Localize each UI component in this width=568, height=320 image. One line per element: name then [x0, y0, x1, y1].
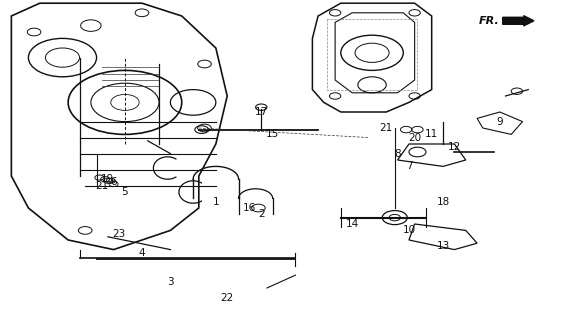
Text: 14: 14	[345, 219, 359, 229]
Text: 8: 8	[394, 148, 401, 159]
Text: 6: 6	[110, 177, 117, 188]
Text: 23: 23	[112, 228, 126, 239]
Text: 22: 22	[220, 292, 234, 303]
Text: 2: 2	[258, 209, 265, 220]
Text: 1: 1	[212, 196, 219, 207]
Text: 21: 21	[95, 180, 109, 191]
Text: 12: 12	[448, 142, 461, 152]
Text: 15: 15	[266, 129, 279, 140]
Text: 3: 3	[167, 276, 174, 287]
Text: 19: 19	[101, 174, 115, 184]
Text: FR.: FR.	[479, 16, 500, 26]
Text: 11: 11	[425, 129, 438, 140]
Text: 4: 4	[139, 248, 145, 258]
Text: 10: 10	[402, 225, 416, 236]
Text: 5: 5	[122, 187, 128, 197]
Text: 21: 21	[379, 123, 393, 133]
Text: 20: 20	[408, 132, 421, 143]
Text: 13: 13	[436, 241, 450, 252]
FancyArrow shape	[503, 16, 534, 26]
Text: 16: 16	[243, 203, 257, 213]
Text: 17: 17	[254, 107, 268, 117]
Text: 18: 18	[436, 196, 450, 207]
Text: 7: 7	[406, 161, 412, 172]
Text: 9: 9	[496, 116, 503, 127]
